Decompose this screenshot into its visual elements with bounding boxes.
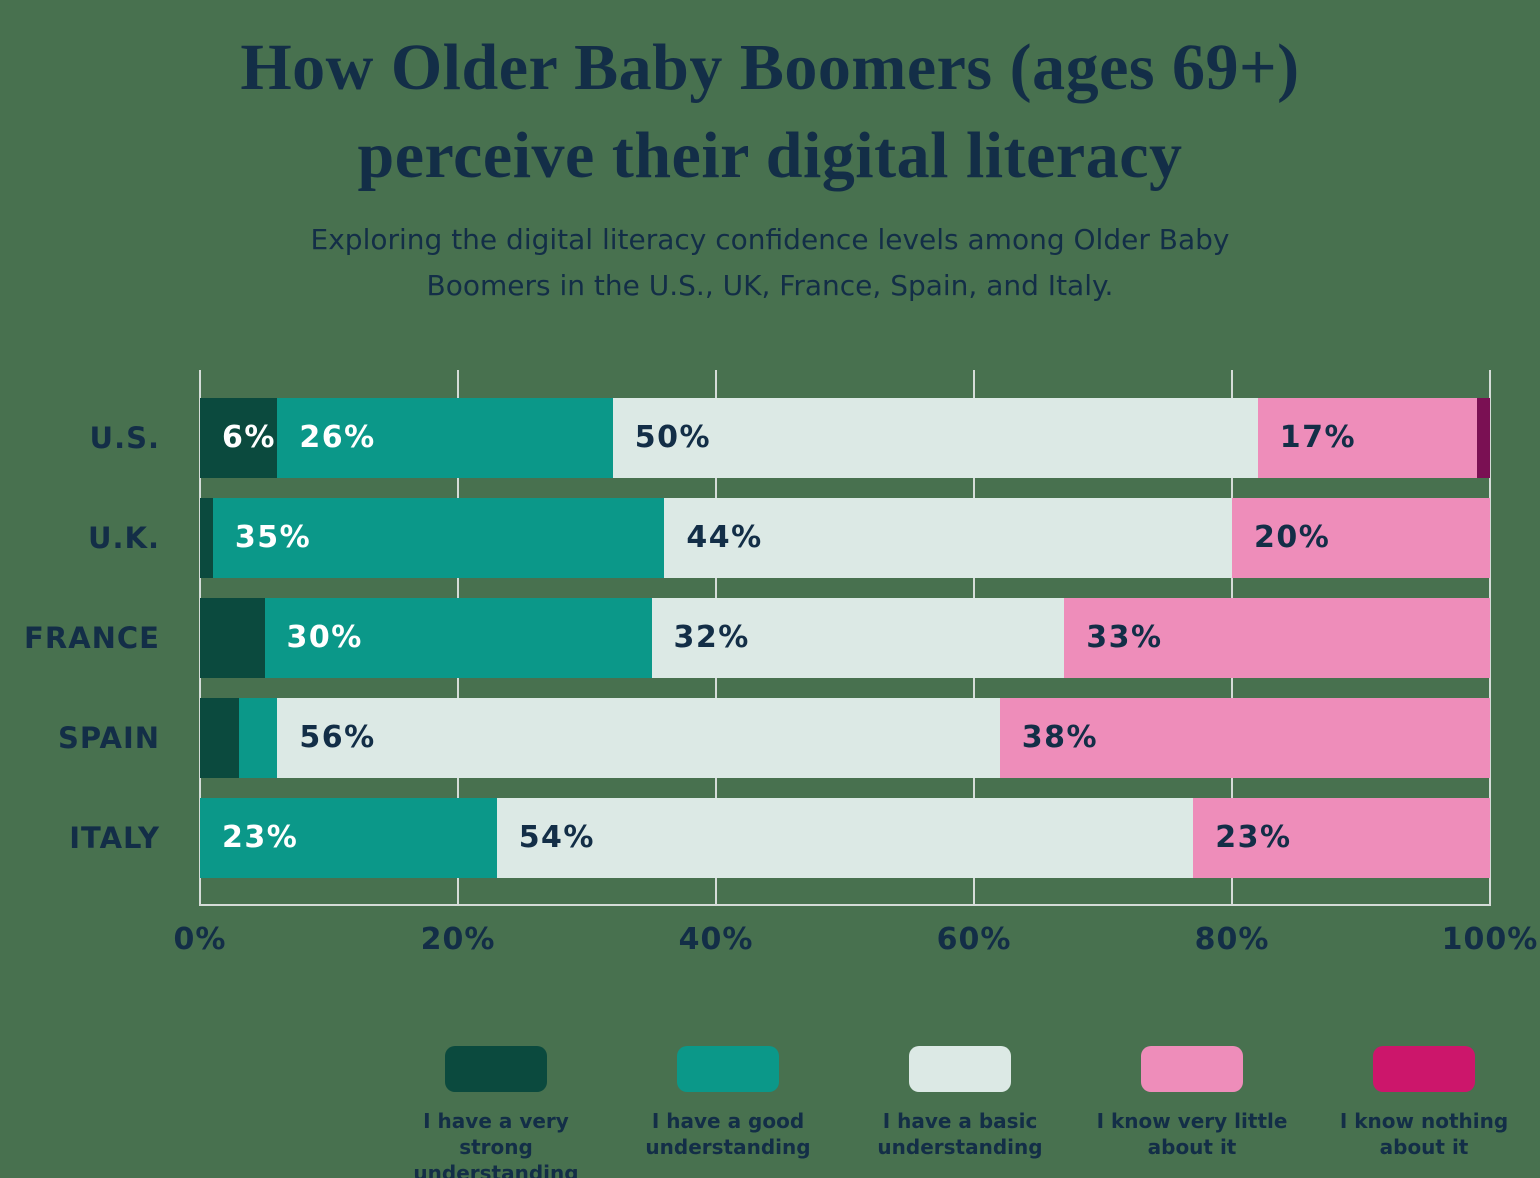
- bar-value-label: 23%: [222, 820, 299, 855]
- category-label-france: FRANCE: [24, 621, 160, 655]
- bar-row-us: 6% 26% 50% 17%: [200, 398, 1490, 478]
- page-title: How Older Baby Boomers (ages 69+) percei…: [0, 24, 1540, 200]
- bar-segment-nothing: [1477, 398, 1490, 478]
- gridline-100: [1489, 370, 1491, 906]
- category-label-spain: SPAIN: [58, 721, 160, 755]
- x-tick-label-20: 20%: [420, 922, 496, 957]
- legend-label-basic: I have a basic understanding: [877, 1109, 1043, 1159]
- bar-segment-good: 26%: [277, 398, 613, 478]
- page-title-line1: How Older Baby Boomers (ages 69+): [240, 31, 1300, 104]
- x-axis-line: [199, 904, 1491, 906]
- bar-segment-very-little: 23%: [1193, 798, 1490, 878]
- legend-item-good: I have a good understanding: [612, 1046, 844, 1178]
- bar-row-uk: 35% 44% 20%: [200, 498, 1490, 578]
- x-tick-label-60: 60%: [936, 922, 1012, 957]
- bar-segment-very-strong: 6%: [200, 398, 278, 478]
- x-tick-label-80: 80%: [1194, 922, 1270, 957]
- legend-swatch-good: [677, 1046, 779, 1092]
- bar-segment-very-strong: [200, 498, 213, 578]
- bar-segment-basic: 54%: [496, 798, 1194, 878]
- bar-value-label: 56%: [299, 720, 376, 755]
- bar-value-label: 50%: [634, 420, 712, 455]
- legend-item-very-little: I know very little about it: [1076, 1046, 1308, 1178]
- category-label-uk: U.K.: [87, 521, 160, 555]
- x-tick-label-0: 0%: [173, 922, 227, 957]
- bar-segment-basic: 56%: [277, 698, 1000, 778]
- bar-value-label: 32%: [673, 620, 750, 655]
- bar-segment-good: 23%: [200, 798, 497, 878]
- bar-value-label: 6%: [222, 420, 276, 455]
- x-tick-label-100: 100%: [1441, 922, 1539, 957]
- legend-label-nothing: I know nothing about it: [1339, 1109, 1509, 1159]
- bar-row-spain: 56% 38%: [200, 698, 1490, 778]
- legend-item-nothing: I know nothing about it: [1308, 1046, 1540, 1178]
- bar-row-france: 30% 32% 33%: [200, 598, 1490, 678]
- bar-segment-very-little: 38%: [999, 698, 1490, 778]
- bar-value-label: 54%: [518, 820, 595, 855]
- bar-value-label: 30%: [286, 620, 363, 655]
- legend-item-very-strong: I have a very strong understanding: [380, 1046, 612, 1178]
- bar-value-label: 20%: [1253, 520, 1331, 555]
- bar-value-label: 33%: [1086, 620, 1163, 655]
- bar-segment-good: 30%: [264, 598, 652, 678]
- bar-segment-good: 35%: [212, 498, 665, 578]
- bar-value-label: 17%: [1279, 420, 1357, 455]
- legend-swatch-basic: [909, 1046, 1011, 1092]
- chart-plot-area: 0% 20% 40% 60% 80% 100% 6% 26% 50% 17% 35% 44% 20% 30…: [174, 370, 1537, 957]
- legend-swatch-nothing: [1373, 1046, 1475, 1092]
- legend-label-very-strong: I have a very strong understanding: [413, 1109, 579, 1178]
- category-label-italy: ITALY: [69, 821, 160, 855]
- bar-segment-very-strong: [200, 598, 265, 678]
- page-subtitle-line1: Exploring the digital literacy confidenc…: [310, 223, 1230, 256]
- legend-item-basic: I have a basic understanding: [844, 1046, 1076, 1178]
- bar-value-label: 26%: [299, 420, 376, 455]
- page-title-line2: perceive their digital literacy: [357, 119, 1183, 192]
- category-label-us: U.S.: [89, 421, 160, 455]
- bar-segment-basic: 44%: [664, 498, 1232, 578]
- page-subtitle: Exploring the digital literacy confidenc…: [0, 217, 1540, 309]
- legend-swatch-very-strong: [445, 1046, 547, 1092]
- bar-segment-very-little: 33%: [1064, 598, 1490, 678]
- bar-row-italy: 23% 54% 23%: [200, 798, 1490, 878]
- bar-segment-very-strong: [200, 698, 239, 778]
- x-tick-label-40: 40%: [678, 922, 754, 957]
- bar-segment-basic: 32%: [651, 598, 1065, 678]
- legend-label-good: I have a good understanding: [645, 1109, 811, 1159]
- bar-segment-very-little: 20%: [1231, 498, 1490, 578]
- bar-value-label: 38%: [1021, 720, 1099, 755]
- legend-label-very-little: I know very little about it: [1096, 1109, 1288, 1159]
- bar-segment-good: [238, 698, 278, 778]
- bar-segment-basic: 50%: [612, 398, 1258, 478]
- bar-value-label: 23%: [1215, 820, 1292, 855]
- chart-legend: I have a very strong understanding I have…: [380, 1046, 1540, 1178]
- legend-swatch-very-little: [1141, 1046, 1243, 1092]
- bar-segment-very-little: 17%: [1257, 398, 1478, 478]
- page-subtitle-line2: Boomers in the U.S., UK, France, Spain, …: [426, 269, 1114, 302]
- bar-value-label: 35%: [234, 520, 312, 555]
- bar-value-label: 44%: [686, 520, 763, 555]
